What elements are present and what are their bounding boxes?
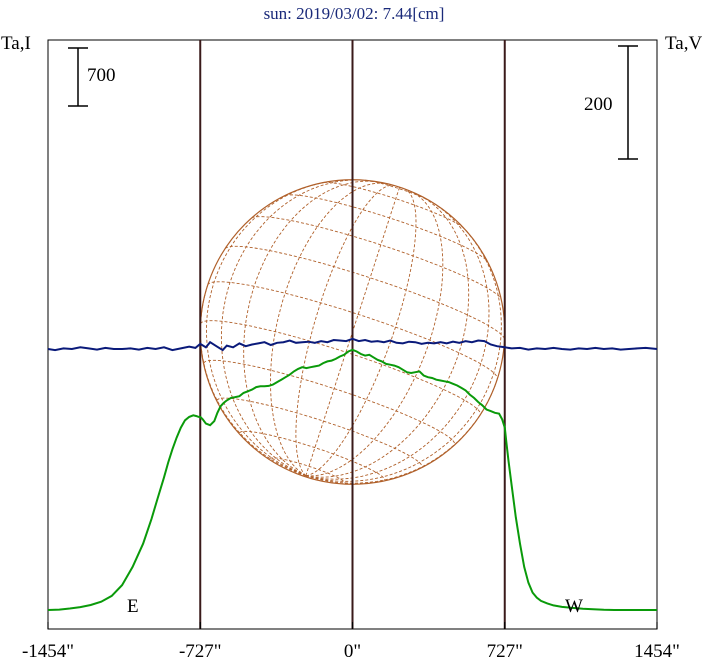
latitude-line <box>323 181 464 229</box>
x-axis-ticks: -1454" -727" 0" 727" 1454" <box>22 622 680 662</box>
longitude-line <box>206 180 332 477</box>
longitude-line <box>305 188 417 477</box>
x-tick-label: 727" <box>487 641 523 662</box>
latitude-line <box>203 359 456 445</box>
x-tick-label: 0" <box>344 641 361 662</box>
east-limb-label: E <box>127 596 139 617</box>
chart-title: sun: 2019/03/02: 7.44[cm] <box>264 4 445 23</box>
latitude-line <box>251 216 502 300</box>
longitude-line <box>305 190 444 477</box>
longitude-line <box>295 184 394 477</box>
scale-bar-left <box>68 47 88 107</box>
x-tick-label: -1454" <box>22 641 74 662</box>
longitude-line <box>305 187 400 476</box>
series-ta-v-line <box>47 337 658 352</box>
longitude-line <box>243 180 378 477</box>
longitude-line <box>305 195 470 478</box>
latitude-line <box>200 320 481 415</box>
series-ta-i-line <box>47 348 657 611</box>
scale-bar-right <box>618 45 638 160</box>
x-tick-label: -727" <box>179 641 222 662</box>
y-axis-label-left: Ta,I <box>1 33 31 54</box>
longitude-line <box>220 179 366 477</box>
scale-label-left: 700 <box>87 65 116 86</box>
latitude-line <box>207 281 498 380</box>
longitude-line <box>305 222 502 482</box>
latitude-line <box>365 179 432 202</box>
y-axis-label-right: Ta,V <box>665 33 702 54</box>
x-tick-label: 1454" <box>634 641 680 662</box>
longitude-line <box>270 182 389 477</box>
scale-label-right: 200 <box>584 94 613 115</box>
longitude-line <box>305 201 490 480</box>
west-limb-label: W <box>565 596 583 617</box>
